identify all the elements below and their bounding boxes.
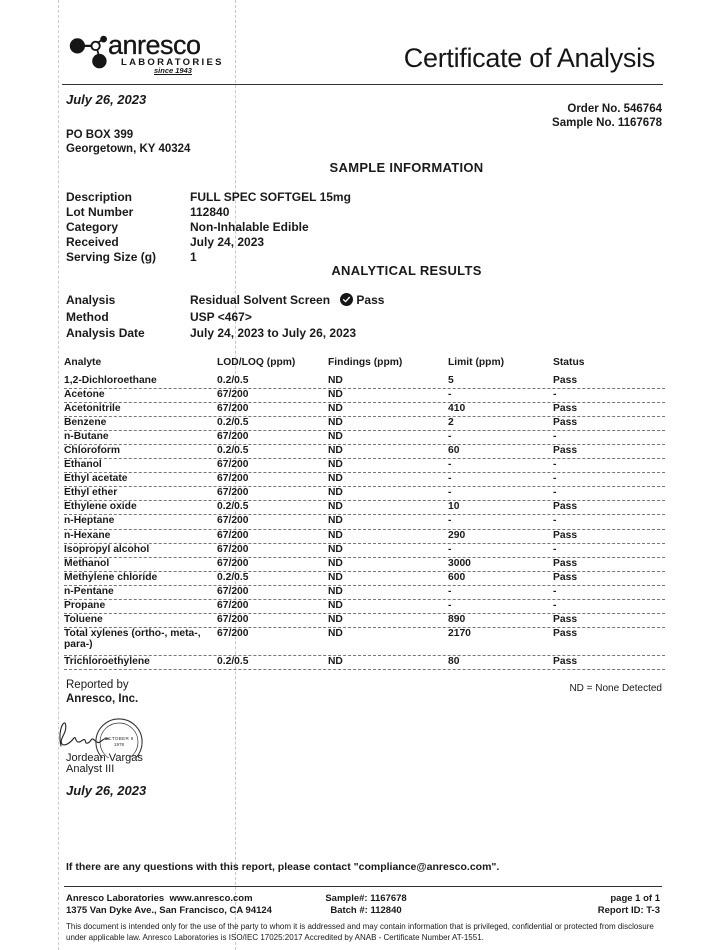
svg-text:1978: 1978 bbox=[114, 742, 125, 747]
svg-text:OCTOBER 6: OCTOBER 6 bbox=[104, 736, 133, 741]
